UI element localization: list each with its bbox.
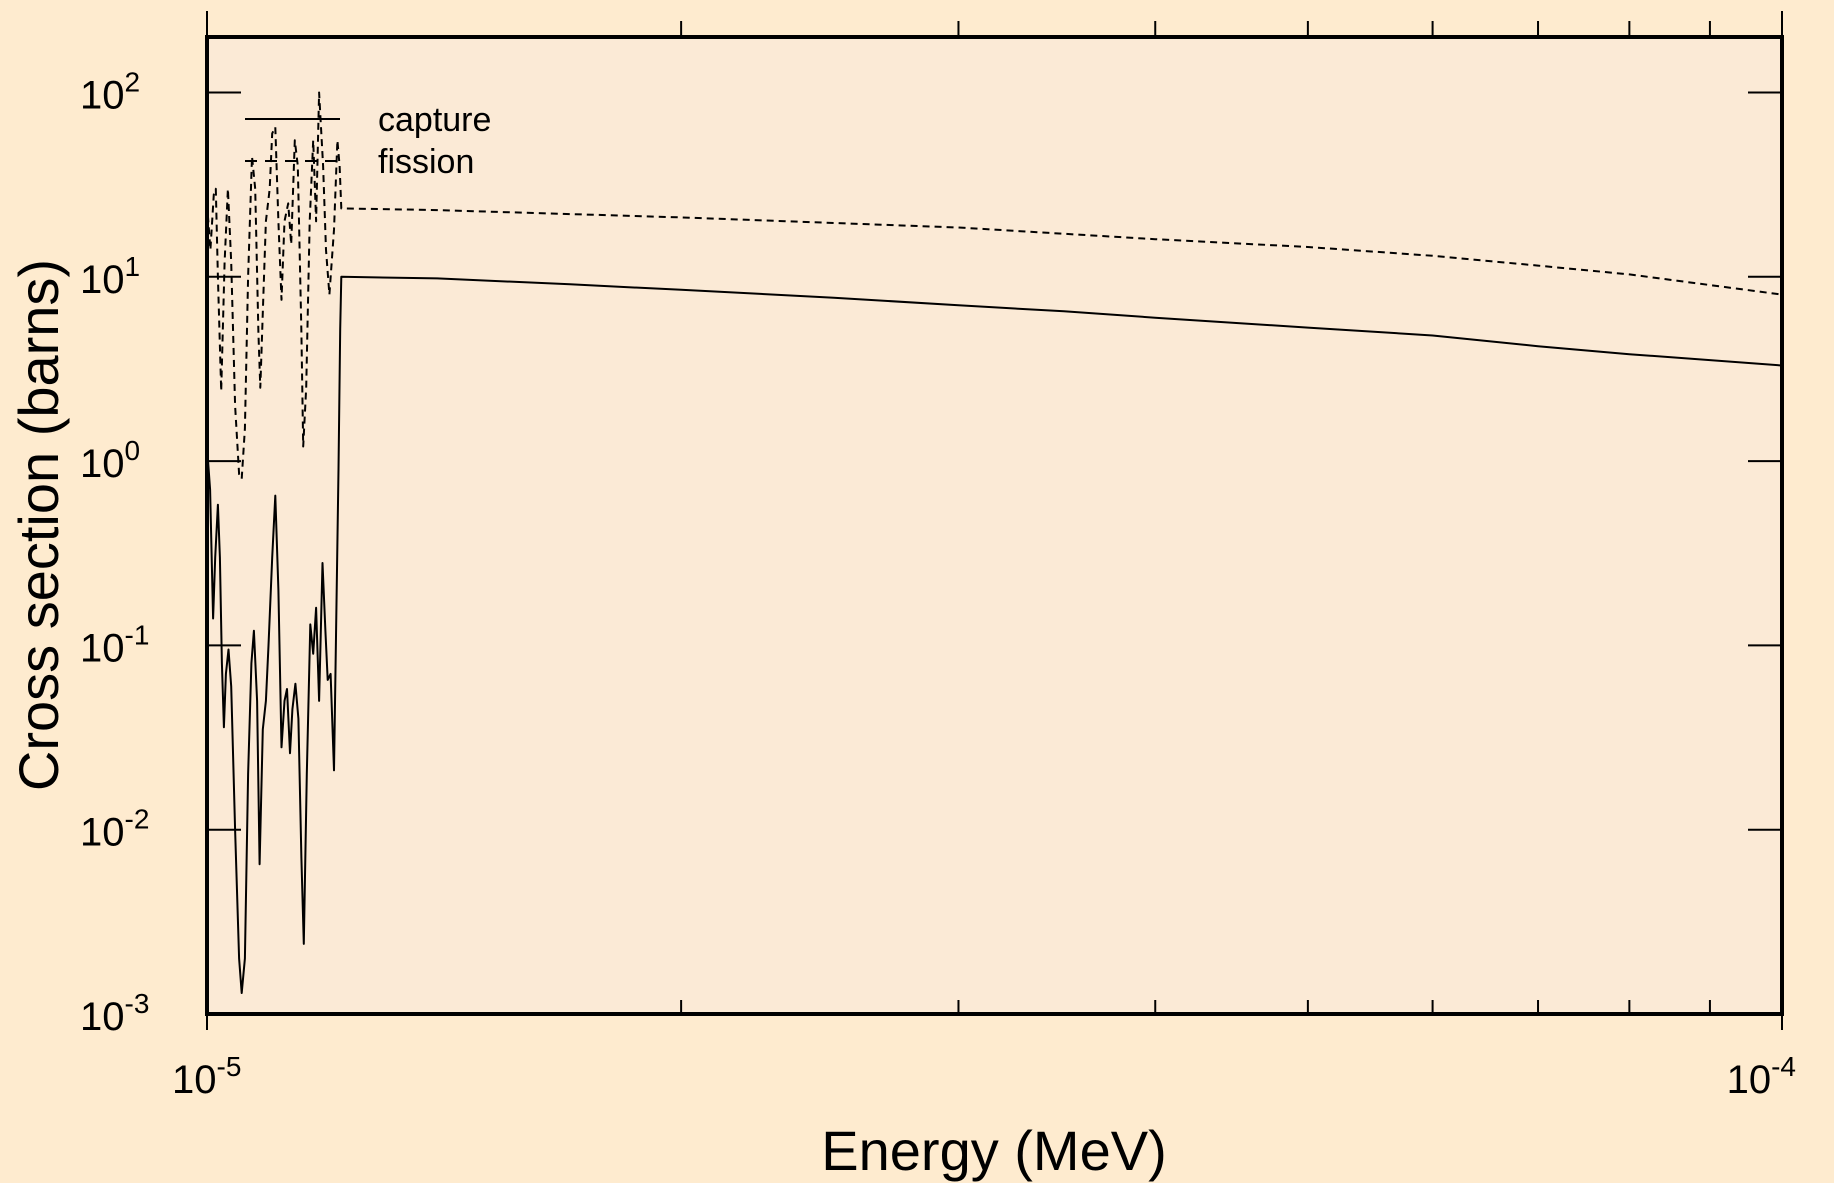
series-capture-line [206, 275, 1783, 994]
y-tick-label: 100 [80, 435, 140, 486]
y-tick-label: 10-1 [80, 619, 149, 670]
plot-area [205, 35, 1784, 1016]
y-tick-label: 10-2 [80, 804, 149, 855]
legend: capture fission [245, 101, 491, 181]
tick-labels: 102 101 100 10-1 10-2 10-3 10-5 10-4 [80, 66, 1796, 1102]
series-fission-line [206, 91, 1783, 480]
legend-fission-label: fission [378, 143, 474, 181]
legend-capture-label: capture [378, 101, 491, 139]
x-tick-label: 10-4 [1727, 1051, 1796, 1102]
y-tick-label: 101 [80, 251, 140, 302]
y-tick-label: 10-3 [80, 988, 149, 1039]
x-axis-title: Energy (MeV) [821, 1119, 1166, 1182]
y-axis-title: Cross section (barns) [7, 259, 70, 791]
series-layer [206, 91, 1783, 994]
y-tick-label: 102 [80, 66, 140, 117]
x-tick-label: 10-5 [172, 1051, 241, 1102]
axis-ticks [206, 11, 1783, 1030]
